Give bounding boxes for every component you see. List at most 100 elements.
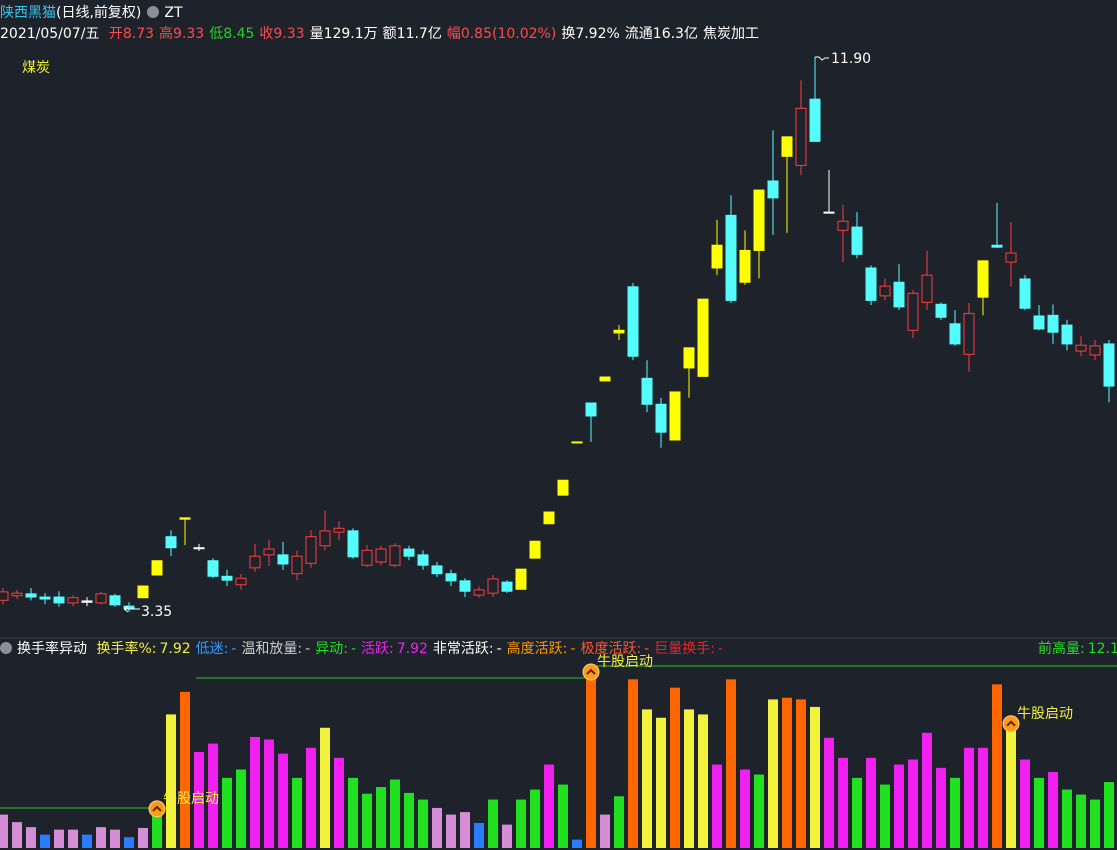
candle-body (25, 593, 37, 598)
indicator-value: - (570, 641, 576, 657)
signal-chevron (1006, 720, 1016, 727)
candle-body (1089, 345, 1101, 356)
turnover-bar (320, 727, 330, 848)
indicator-menu-icon[interactable] (0, 642, 12, 654)
candle-body (837, 220, 849, 231)
turnover-bar (1076, 794, 1086, 848)
turnover-bar (418, 799, 428, 848)
candle-body (417, 554, 429, 566)
indicator-title: 换手率异动 (17, 641, 87, 657)
quote-value: 7.92% (575, 26, 620, 42)
candle-body (1103, 343, 1115, 387)
quote-label: 量 (309, 26, 324, 42)
candle-body (781, 136, 793, 157)
candle-body (543, 511, 555, 525)
turnover-bar (1062, 789, 1072, 848)
indicator-value: - (644, 641, 650, 657)
indicator-label: 巨量换手: (654, 641, 715, 657)
candle-body (459, 580, 471, 592)
candle-body (235, 577, 247, 586)
candle-body (137, 585, 149, 599)
candle-body (935, 303, 947, 318)
signal-icon (1002, 715, 1020, 733)
quote-value: 0.85(10.02%) (460, 26, 557, 42)
candle-body (501, 581, 513, 592)
turnover-bar (964, 747, 974, 848)
turnover-bar (40, 834, 50, 848)
turnover-bar (544, 764, 554, 848)
candle-body (613, 329, 625, 334)
indicator-value: - (717, 641, 724, 657)
turnover-bar (194, 751, 204, 848)
candle-body (795, 107, 807, 166)
indicator-label: 非常活跃: (432, 641, 494, 657)
candle-body (319, 530, 331, 547)
menu-icon[interactable] (147, 6, 160, 18)
candle-body (1047, 314, 1059, 333)
candle-body (179, 517, 191, 520)
turnover-bar (362, 793, 372, 848)
quote-value: 8.73 (122, 26, 155, 42)
indicator-label: 极度活跃: (580, 641, 642, 657)
candle-body (151, 560, 163, 576)
indicator-value: - (496, 641, 502, 657)
turnover-bar (460, 812, 470, 848)
signal-icon (582, 663, 600, 681)
turnover-bar (348, 777, 358, 848)
quote-value: 9.33 (273, 26, 305, 42)
turnover-bar (838, 757, 848, 848)
indicator-label: 温和放量: (241, 641, 303, 657)
candle-body (277, 554, 289, 565)
candle-body (193, 547, 205, 550)
indicator-right: 前高量: 12.1 (1038, 640, 1117, 658)
candle-body (949, 323, 961, 345)
candle-body (879, 285, 891, 297)
candle-body (123, 605, 135, 609)
signal-label: 牛股启动 (163, 791, 219, 807)
candle-body (403, 548, 415, 557)
turnover-bar (698, 714, 708, 848)
candle-body (641, 377, 653, 405)
period: (日线,前复权) (56, 5, 142, 21)
header-line: 陕西黑猫(日线,前复权) ZT (0, 4, 183, 22)
candle-body (585, 402, 597, 417)
turnover-bar (768, 699, 778, 848)
candle-body (669, 391, 681, 441)
candle-body (291, 555, 303, 575)
max-pointer (815, 56, 829, 61)
indicator-value: 12.1 (1087, 641, 1117, 657)
turnover-bar (516, 799, 526, 848)
indicator-value: 7.92 (396, 641, 428, 657)
turnover-bar (0, 814, 8, 848)
turnover-bar (572, 839, 582, 848)
candle-body (305, 536, 317, 564)
turnover-bar (852, 777, 862, 848)
min-label: 3.35 (141, 604, 172, 620)
turnover-bar (670, 687, 680, 848)
candle-body (473, 589, 485, 596)
turnover-bar (390, 779, 400, 848)
turnover-bar (82, 834, 92, 848)
turnover-bar (614, 796, 624, 848)
quote-value: 16.3亿 (652, 26, 698, 42)
candle-body (557, 479, 569, 496)
candle-body (263, 548, 275, 556)
turnover-bar (642, 709, 652, 848)
candle-body (851, 226, 863, 255)
quote-label: 流通 (624, 26, 653, 42)
turnover-bar (54, 829, 64, 848)
turnover-bar (208, 743, 218, 848)
turnover-bar (796, 699, 806, 848)
signal-chevron (152, 805, 162, 812)
turnover-bar (292, 777, 302, 848)
quote-label: 幅 (446, 26, 461, 42)
turnover-bar (992, 684, 1002, 848)
turnover-bar (180, 691, 190, 848)
candle-body (207, 560, 219, 577)
candle-body (165, 536, 177, 549)
turnover-bar (26, 827, 36, 848)
candle-body (11, 592, 23, 597)
turnover-bar (166, 714, 176, 848)
candle-body (711, 244, 723, 269)
candle-body (333, 527, 345, 533)
